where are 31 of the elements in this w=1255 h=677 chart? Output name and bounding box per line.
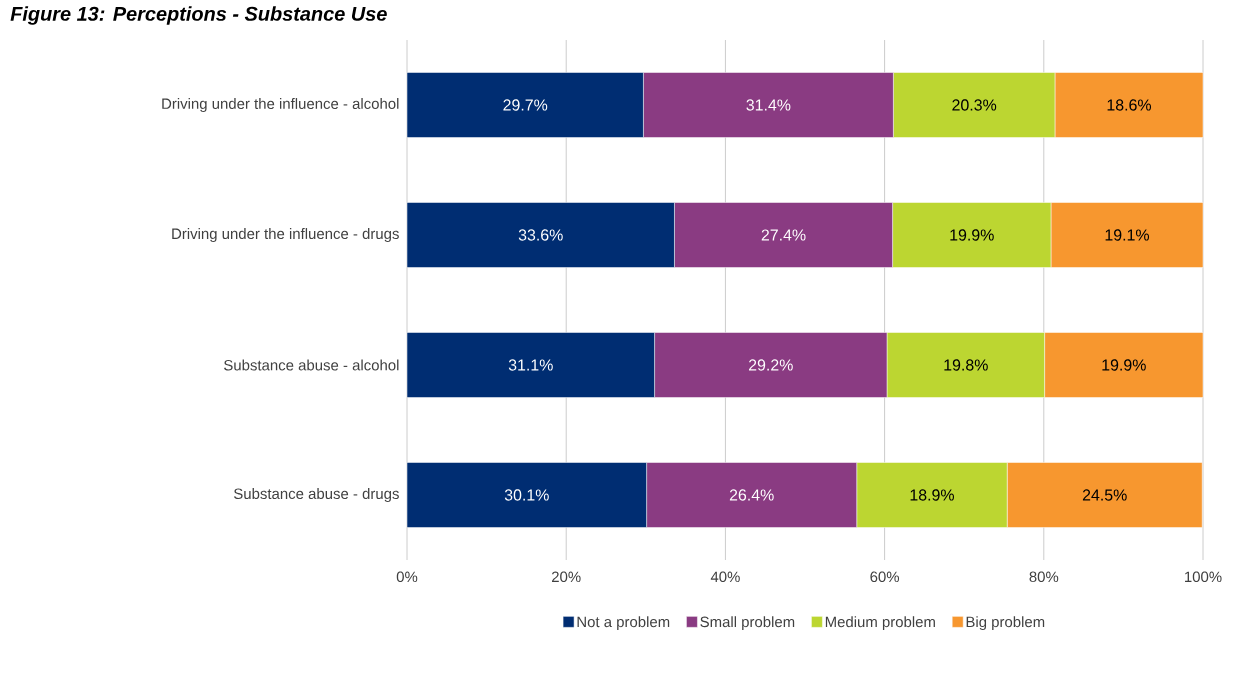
x-tick-label: 60% [870, 571, 900, 583]
legend-label: Big problem [966, 616, 1045, 631]
data-label: 29.2% [748, 359, 793, 371]
text: Figure 13: Perceptions - Substance Use [10, 6, 387, 25]
data-label: 19.1% [1105, 229, 1150, 241]
x-tick-label: 0% [396, 571, 418, 583]
data-label: 24.5% [1082, 489, 1127, 501]
data-label: 33.6% [518, 229, 563, 241]
data-label: 18.9% [910, 489, 954, 501]
data-label: 31.1% [508, 359, 553, 371]
data-label: 19.9% [950, 229, 994, 241]
data-label: 18.6% [1107, 99, 1152, 111]
y-tick-label: Driving under the influence - alcohol [162, 98, 399, 112]
y-tick-label: Driving under the influence - drugs [172, 228, 399, 242]
data-label: 31.4% [746, 99, 791, 111]
legend-label: Medium problem [825, 616, 935, 631]
data-label: 26.4% [729, 489, 774, 501]
x-tick-label: 100% [1185, 571, 1222, 583]
x-tick-label: 20% [552, 571, 581, 583]
data-label: 27.4% [761, 229, 806, 241]
data-label: 19.9% [1102, 359, 1146, 371]
data-label: 19.8% [944, 359, 988, 371]
data-label: 30.1% [504, 489, 549, 501]
data-label: 20.3% [952, 99, 997, 111]
legend-label: Not a problem [577, 616, 670, 631]
legend-label: Small problem [700, 616, 795, 631]
y-tick-label: Substance abuse - drugs [234, 488, 399, 502]
x-tick-label: 40% [710, 571, 740, 583]
x-tick-label: 80% [1029, 571, 1059, 583]
data-label: 29.7% [503, 99, 548, 111]
y-tick-label: Substance abuse - alcohol [224, 359, 399, 371]
